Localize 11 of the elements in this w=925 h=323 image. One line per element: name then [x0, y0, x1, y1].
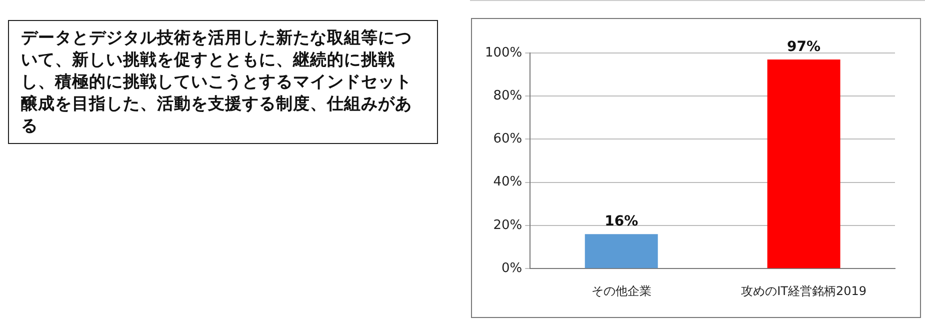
y-tick-label: 40% [493, 174, 522, 190]
x-tick-label: 攻めのIT経営銘柄2019 [741, 284, 866, 298]
data-label: 16% [604, 214, 638, 230]
y-tick-label: 100% [484, 45, 522, 60]
text: データとデジタル技術を活用した新たな取組等について、新しい挑戦を促すとともに、継続的に挑戦し、積極的に挑戦していこうとするマインドセット醸成を目指した、活動を支援する制度、仕組みがある [8, 20, 438, 144]
x-tick-label: その他企業 [591, 284, 652, 298]
y-tick-label: 80% [493, 88, 522, 104]
y-tick-label: 0% [502, 260, 522, 276]
data-label: 97% [787, 39, 821, 56]
y-tick-label: 60% [493, 132, 522, 147]
y-tick-label: 20% [493, 218, 522, 233]
